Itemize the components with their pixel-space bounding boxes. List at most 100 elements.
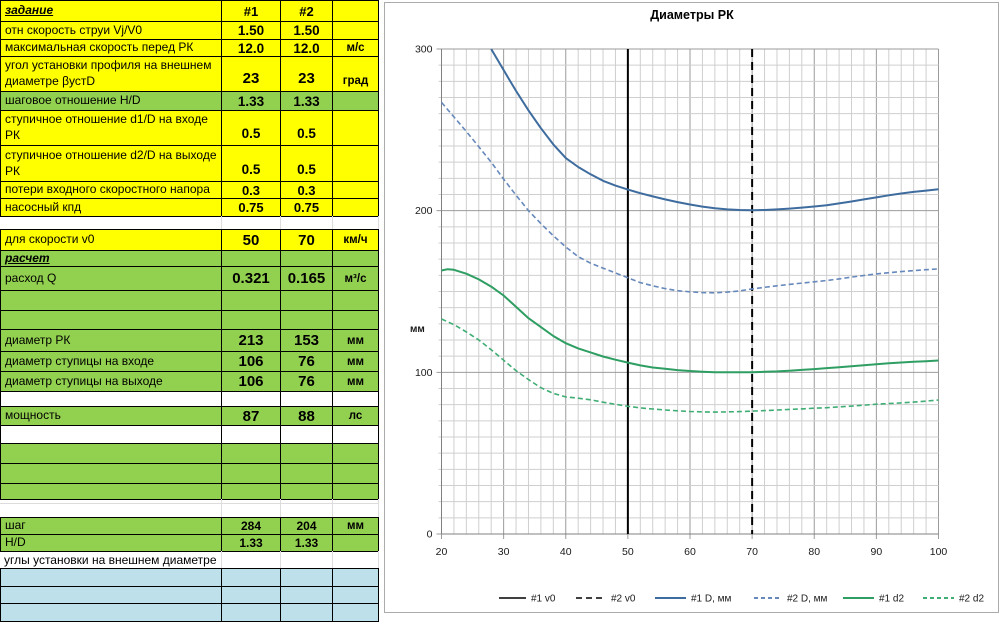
table-cell-value-1[interactable]: 12.0 [221,39,280,57]
table-cell-unit[interactable]: мм [332,517,379,535]
table-cell-value-1[interactable]: 0.321 [221,266,280,291]
table-cell-value-1[interactable]: 0.3 [221,181,280,199]
table-cell-value-2[interactable] [280,603,332,622]
table-cell-value-2[interactable] [280,310,332,330]
table-cell-unit[interactable] [332,603,379,622]
table-cell-value-2[interactable] [280,483,332,500]
table-cell-value-1[interactable]: 0.5 [221,145,280,182]
table-cell-label[interactable] [0,568,221,587]
table-cell-label[interactable]: ступичное отношение d1/D на входе РК [0,110,221,146]
table-cell-value-1[interactable] [221,603,280,622]
table-cell-value-1[interactable]: 106 [221,371,280,392]
table-cell-value-2[interactable]: 23 [280,56,332,92]
table-cell-value-1[interactable]: 284 [221,517,280,535]
table-cell-value-1[interactable] [221,310,280,330]
table-cell-value-1[interactable]: 1.50 [221,21,280,40]
table-cell-unit[interactable] [332,110,379,146]
table-cell-unit[interactable]: мм [332,351,379,372]
legend-label[interactable]: #2 v0 [611,594,636,605]
table-cell-value-1[interactable] [221,586,280,604]
table-cell-unit[interactable] [332,145,379,182]
table-cell-value-1[interactable] [221,250,280,267]
table-cell-value-2[interactable]: 76 [280,371,332,392]
table-cell-unit[interactable]: мм [332,329,379,352]
table-cell-unit[interactable] [332,181,379,199]
table-cell-value-1[interactable]: #1 [221,0,280,22]
table-cell-unit[interactable] [332,463,379,484]
table-cell-value-1[interactable] [221,391,280,407]
table-cell-value-2[interactable] [280,391,332,407]
table-cell-label[interactable]: диаметр ступицы на входе [0,351,221,372]
table-cell-value-2[interactable]: 0.165 [280,266,332,291]
table-cell-value-2[interactable] [280,568,332,587]
table-cell-unit[interactable] [332,425,379,444]
table-cell-label[interactable] [0,463,221,484]
table-cell-label[interactable]: диаметр ступицы на выходе [0,371,221,392]
table-cell-label[interactable]: для скорости v0 [0,229,221,251]
table-cell-label[interactable] [0,483,221,500]
table-cell-value-1[interactable]: 23 [221,56,280,92]
table-cell-value-2[interactable]: 204 [280,517,332,535]
table-cell-label[interactable] [0,443,221,464]
table-cell-value-1[interactable] [221,483,280,500]
table-cell-unit[interactable]: мм [332,371,379,392]
table-cell-label[interactable]: расчет [0,250,221,267]
table-cell-unit[interactable] [332,0,379,22]
table-cell-unit[interactable] [332,568,379,587]
table-cell-label[interactable]: мощность [0,406,221,426]
table-cell-value-2[interactable] [280,425,332,444]
table-cell-label[interactable] [0,425,221,444]
table-cell-unit[interactable] [332,391,379,407]
table-cell-value-2[interactable]: 88 [280,406,332,426]
table-cell-value-2[interactable]: 153 [280,329,332,352]
table-cell-value-2[interactable] [280,290,332,311]
table-cell-unit[interactable] [332,91,379,111]
table-cell-value-2[interactable]: 1.50 [280,21,332,40]
table-cell-label[interactable]: отн скорость струи Vj/V0 [0,21,221,40]
table-cell-value-2[interactable]: 1.33 [280,534,332,552]
table-cell-value-2[interactable] [280,463,332,484]
table-cell-label[interactable]: углы установки на внешнем диаметре [4,553,217,567]
table-cell-unit[interactable] [332,586,379,604]
table-cell-value-2[interactable] [280,586,332,604]
table-cell-label[interactable]: H/D [0,534,221,552]
table-cell-value-2[interactable]: 76 [280,351,332,372]
table-cell-value-2[interactable]: 0.3 [280,181,332,199]
table-cell-value-1[interactable]: 1.33 [221,534,280,552]
table-cell-value-2[interactable]: #2 [280,0,332,22]
legend-label[interactable]: #1 D, мм [691,594,732,605]
table-cell-unit[interactable] [332,290,379,311]
legend-label[interactable]: #2 d2 [959,594,984,605]
table-cell-unit[interactable]: м/с [332,39,379,57]
table-cell-label[interactable]: насосный кпд [0,198,221,217]
table-cell-unit[interactable] [332,198,379,217]
table-cell-label[interactable]: шаговое отношение H/D [0,91,221,111]
table-cell-value-1[interactable] [221,290,280,311]
table-cell-value-1[interactable]: 1.33 [221,91,280,111]
legend-label[interactable]: #2 D, мм [787,594,828,605]
table-cell-value-1[interactable]: 87 [221,406,280,426]
table-cell-value-1[interactable] [221,568,280,587]
table-cell-value-1[interactable]: 50 [221,229,280,251]
table-cell-label[interactable] [0,310,221,330]
table-cell-label[interactable] [0,603,221,622]
table-cell-label[interactable]: шаг [0,517,221,535]
table-cell-unit[interactable]: км/ч [332,229,379,251]
table-cell-value-1[interactable]: 0.5 [221,110,280,146]
table-cell-value-2[interactable]: 0.5 [280,145,332,182]
table-cell-label[interactable]: диаметр РК [0,329,221,352]
table-cell-unit[interactable] [332,483,379,500]
table-cell-label[interactable] [0,391,221,407]
table-cell-unit[interactable] [332,21,379,40]
table-cell-unit[interactable]: м³/с [332,266,379,291]
table-cell-value-1[interactable] [221,463,280,484]
legend-label[interactable]: #1 d2 [879,594,904,605]
table-cell-value-1[interactable]: 106 [221,351,280,372]
table-cell-value-2[interactable]: 1.33 [280,91,332,111]
table-cell-label[interactable] [0,290,221,311]
table-cell-value-1[interactable]: 213 [221,329,280,352]
table-cell-value-1[interactable] [221,425,280,444]
table-cell-unit[interactable] [332,443,379,464]
table-cell-label[interactable]: ступичное отношение d2/D на выходе РК [0,145,221,182]
table-cell-value-1[interactable] [221,443,280,464]
